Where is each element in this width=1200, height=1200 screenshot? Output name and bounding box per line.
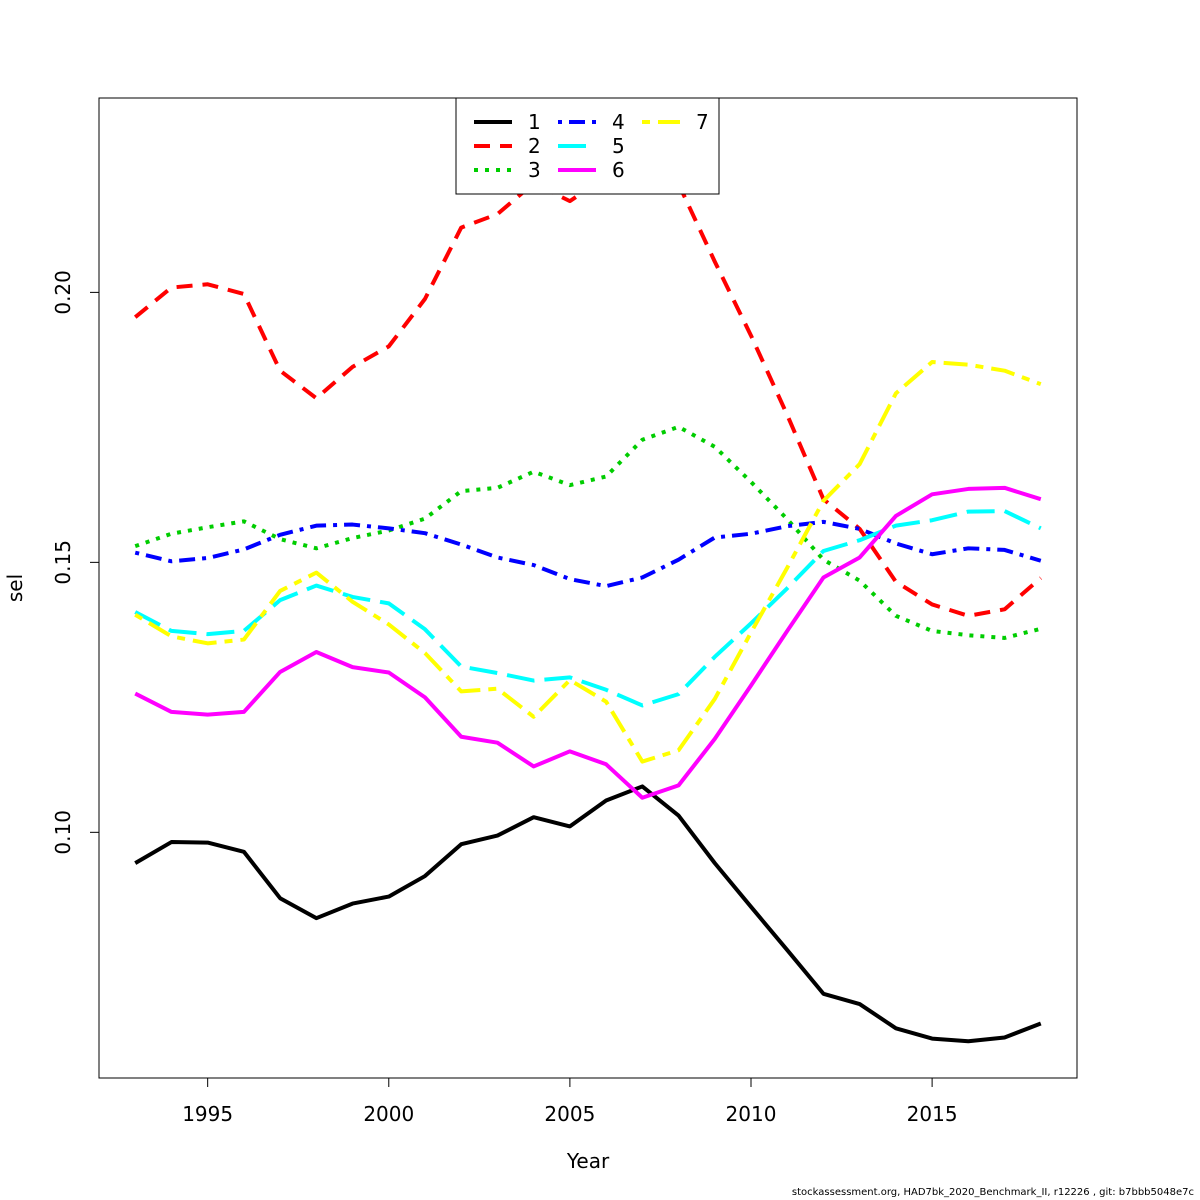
legend-label-1: 1 (528, 110, 541, 134)
legend-label-3: 3 (528, 158, 541, 182)
x-tick-label: 2005 (544, 1102, 595, 1126)
series-line-4 (134, 519, 1042, 589)
plot-frame (98, 97, 1078, 1079)
series-line-6 (134, 485, 1042, 800)
y-axis-title: sel (3, 574, 27, 602)
legend-label-2: 2 (528, 134, 541, 158)
series-line-5 (134, 509, 1042, 708)
series-line-7 (134, 360, 1042, 764)
footer-text: stockassessment.org, HAD7bk_2020_Benchma… (791, 1187, 1194, 1198)
axes-layer: 1995 2000 2005 2010 2015 0.10 0.15 0.20 (51, 270, 958, 1126)
y-tick-label: 0.15 (51, 540, 75, 585)
y-tick-label: 0.10 (51, 810, 75, 855)
legend-label-6: 6 (612, 158, 625, 182)
y-tick-label: 0.20 (51, 270, 75, 315)
series-line-2 (133, 163, 1043, 618)
x-tick-label: 1995 (182, 1102, 233, 1126)
legend-box (455, 97, 720, 195)
legend-label-5: 5 (612, 134, 625, 158)
series-line-3 (134, 424, 1042, 640)
legend-label-4: 4 (612, 110, 625, 134)
series-layer (133, 163, 1043, 1044)
x-axis-title: Year (566, 1149, 610, 1173)
x-tick-label: 2000 (363, 1102, 414, 1126)
legend-label-7: 7 (696, 110, 709, 134)
x-tick-label: 2015 (907, 1102, 958, 1126)
series-line-1 (134, 784, 1042, 1044)
legend: 123 456 7 (455, 97, 720, 195)
x-tick-label: 2010 (726, 1102, 777, 1126)
